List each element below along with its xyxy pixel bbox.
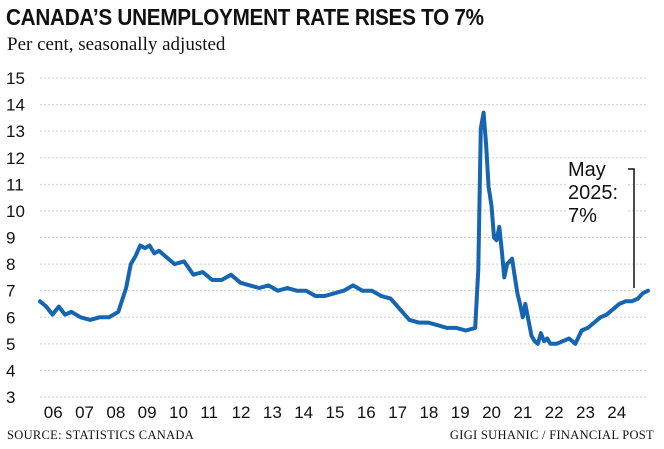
x-tick-label: 06	[44, 403, 63, 422]
y-tick-label: 5	[6, 335, 15, 354]
y-tick-label: 12	[6, 149, 25, 168]
x-tick-label: 23	[576, 403, 595, 422]
source-note: SOURCE: STATISTICS CANADA	[7, 428, 195, 442]
x-tick-label: 15	[326, 403, 345, 422]
may-2025-annotation: May 2025: 7%	[568, 159, 628, 228]
x-tick-label: 20	[482, 403, 501, 422]
x-tick-label: 22	[545, 403, 564, 422]
chart-subtitle: Per cent, seasonally adjusted	[7, 34, 226, 55]
x-tick-label: 17	[388, 403, 407, 422]
x-tick-label: 24	[607, 403, 626, 422]
annotation-line-3: 7%	[568, 205, 597, 227]
x-tick-label: 07	[75, 403, 94, 422]
x-tick-label: 18	[419, 403, 438, 422]
y-tick-label: 8	[6, 255, 15, 274]
x-tick-label: 21	[513, 403, 532, 422]
x-tick-label: 13	[263, 403, 282, 422]
y-tick-label: 3	[6, 388, 15, 407]
unemployment-rate-line	[38, 110, 650, 346]
x-axis-ticks: 06 07 08 09 10 11 12 13 14 15 16 17 18 19 20 21 22 23 24	[44, 403, 626, 422]
gridlines	[40, 77, 648, 398]
x-tick-label: 08	[106, 403, 125, 422]
chart-title: CANADA’S UNEMPLOYMENT RATE RISES TO 7%	[6, 4, 484, 30]
y-tick-label: 9	[6, 229, 15, 248]
y-tick-label: 6	[6, 308, 15, 327]
credit-note: GIGI SUHANIC / FINANCIAL POST	[449, 428, 654, 442]
y-tick-label: 11	[6, 175, 24, 194]
annotation-line-2: 2025:	[568, 182, 619, 204]
x-tick-label: 19	[451, 403, 470, 422]
x-tick-label: 11	[200, 403, 218, 422]
x-tick-label: 14	[294, 403, 313, 422]
y-tick-label: 13	[6, 122, 25, 141]
x-tick-label: 09	[138, 403, 157, 422]
y-axis-ticks: 3 4 5 6 7 8 9 10 11 12 13 14 15	[6, 69, 25, 407]
x-tick-label: 16	[357, 403, 376, 422]
y-tick-label: 7	[6, 282, 15, 301]
y-tick-label: 15	[6, 69, 25, 88]
annotation-line-1: May	[568, 159, 606, 181]
x-tick-label: 12	[232, 403, 251, 422]
y-tick-label: 14	[6, 96, 25, 115]
y-tick-label: 4	[6, 361, 15, 380]
x-tick-label: 10	[169, 403, 188, 422]
y-tick-label: 10	[6, 202, 25, 221]
